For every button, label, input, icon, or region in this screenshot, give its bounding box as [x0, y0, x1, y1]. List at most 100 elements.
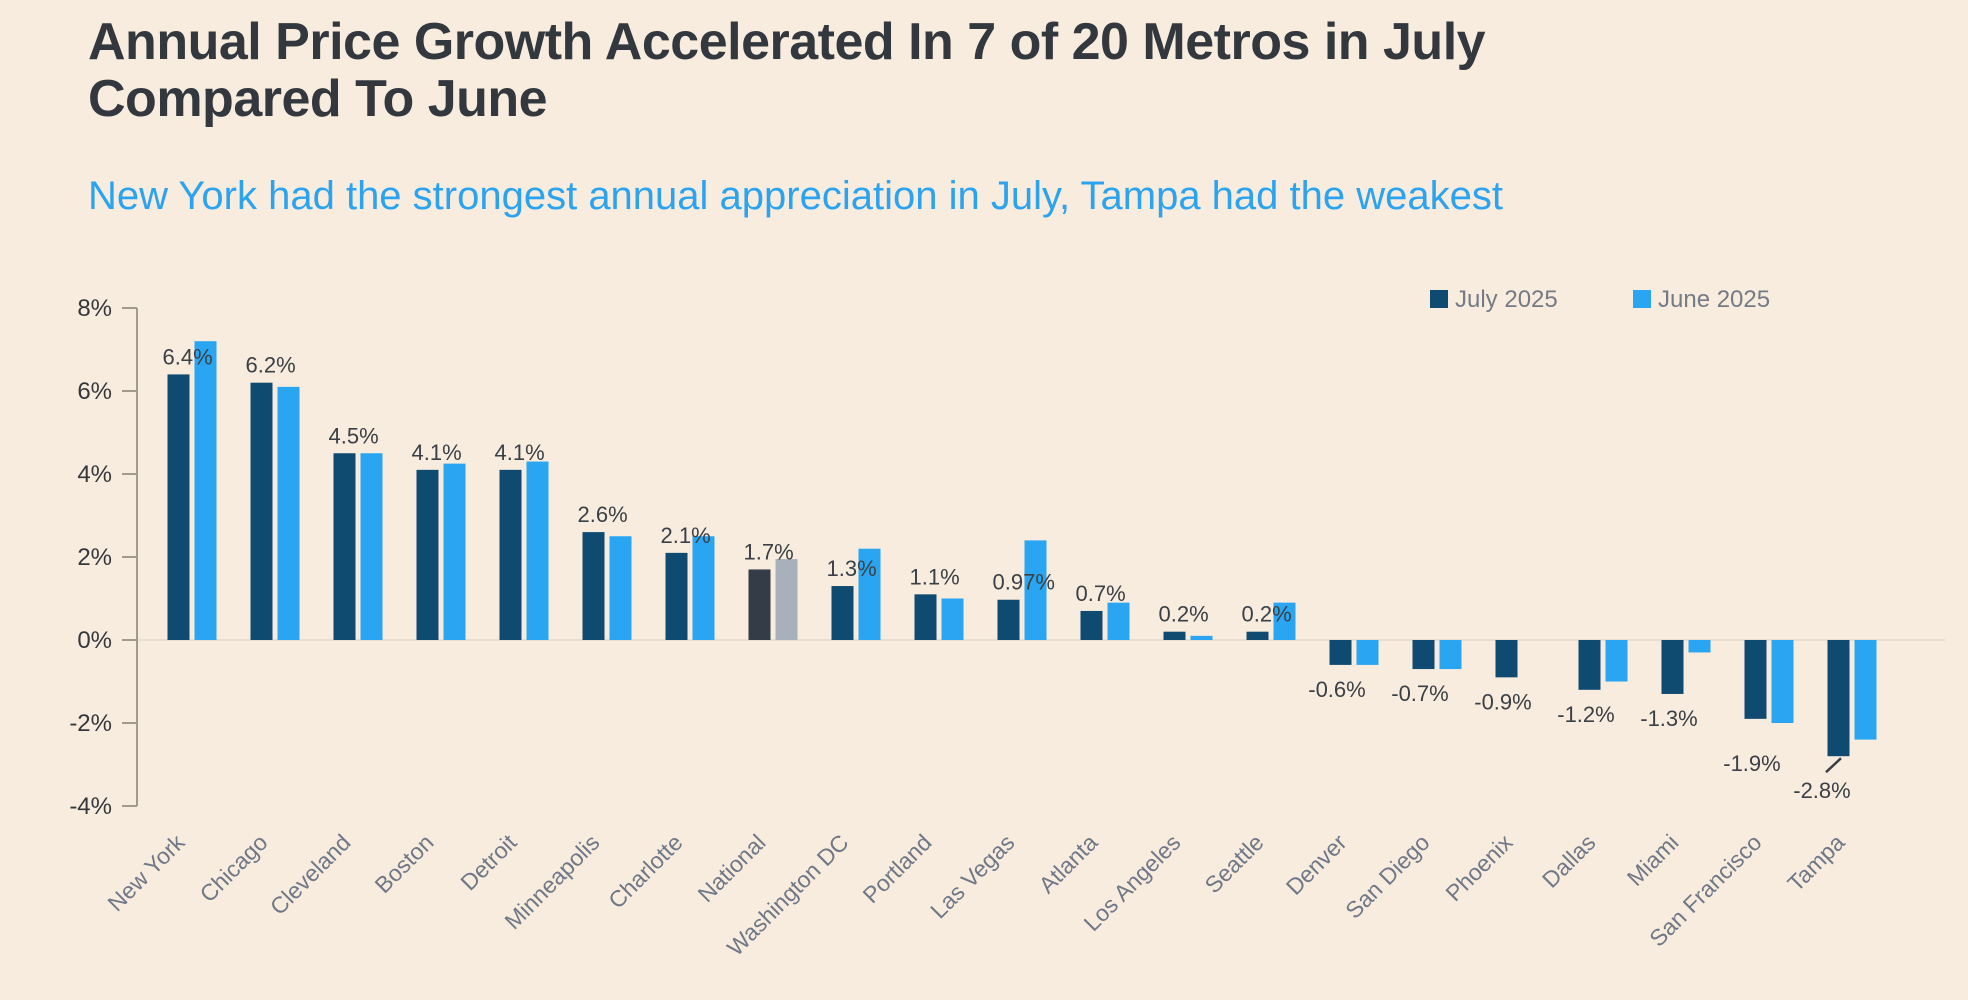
- y-axis: 8% 6% 4% 2% 0% -2% -4%: [69, 295, 138, 820]
- bar-june-tampa: [1854, 640, 1877, 740]
- bar-june-san-francisco: [1771, 640, 1794, 723]
- legend-swatch-june-2025: [1633, 290, 1651, 308]
- bar-june-portland: [941, 598, 964, 640]
- value-label-san-diego: -0.7%: [1391, 681, 1448, 706]
- bar-june-boston: [443, 463, 466, 640]
- bar-june-miami: [1688, 640, 1711, 653]
- value-label-los-angeles: 0.2%: [1159, 602, 1209, 627]
- bar-july-minneapolis: [582, 532, 605, 640]
- bar-july-dallas: [1578, 640, 1601, 690]
- bar-july-san-diego: [1412, 640, 1435, 670]
- x-label-charlotte: Charlotte: [603, 829, 687, 913]
- x-label-dallas: Dallas: [1537, 829, 1601, 893]
- bar-july-cleveland: [333, 453, 356, 640]
- value-label-seattle: 0.2%: [1242, 602, 1292, 627]
- x-label-san-diego: San Diego: [1340, 829, 1434, 923]
- x-label-atlanta: Atlanta: [1034, 829, 1103, 898]
- value-label-new-york: 6.4%: [163, 344, 213, 369]
- y-tick-label: 8%: [77, 295, 112, 322]
- bar-july-national: [748, 569, 771, 640]
- value-label-minneapolis: 2.6%: [578, 502, 628, 527]
- bar-july-charlotte: [665, 552, 688, 640]
- bar-july-new-york: [167, 374, 190, 640]
- value-label-chicago: 6.2%: [246, 353, 296, 378]
- bar-july-atlanta: [1080, 610, 1103, 640]
- value-label-portland: 1.1%: [910, 564, 960, 589]
- x-label-boston: Boston: [370, 829, 439, 898]
- bar-july-tampa: [1827, 640, 1850, 757]
- chart-title-line-2: Compared To June: [88, 70, 548, 128]
- x-label-denver: Denver: [1281, 829, 1352, 900]
- bar-july-detroit: [499, 469, 522, 640]
- bar-june-new-york: [194, 341, 217, 640]
- bar-july-chicago: [250, 382, 273, 640]
- legend: July 2025 June 2025: [1430, 286, 1770, 313]
- bar-june-atlanta: [1107, 602, 1130, 640]
- chart-subtitle: New York had the strongest annual apprec…: [88, 174, 1503, 218]
- x-label-phoenix: Phoenix: [1440, 829, 1518, 907]
- bar-july-portland: [914, 594, 937, 640]
- bar-june-minneapolis: [609, 536, 632, 640]
- y-tick-label: 4%: [77, 461, 112, 488]
- bar-july-boston: [416, 469, 439, 640]
- x-label-tampa: Tampa: [1782, 829, 1849, 896]
- chart-title-line-1: Annual Price Growth Accelerated In 7 of …: [88, 13, 1486, 71]
- x-label-national: National: [692, 829, 770, 907]
- x-label-cleveland: Cleveland: [265, 829, 356, 920]
- value-label-atlanta: 0.7%: [1076, 581, 1126, 606]
- value-label-boston: 4.1%: [412, 440, 462, 465]
- value-label-miami: -1.3%: [1640, 706, 1697, 731]
- bar-june-washington-dc: [858, 548, 881, 640]
- bar-july-los-angeles: [1163, 631, 1186, 640]
- x-label-portland: Portland: [858, 829, 937, 908]
- x-label-chicago: Chicago: [194, 829, 272, 907]
- bar-june-los-angeles: [1190, 635, 1213, 640]
- bar-june-chicago: [277, 386, 300, 640]
- legend-item-june-2025: June 2025: [1633, 286, 1770, 313]
- bar-july-san-francisco: [1744, 640, 1767, 719]
- x-label-seattle: Seattle: [1200, 829, 1269, 898]
- bar-june-detroit: [526, 461, 549, 640]
- bar-july-phoenix: [1495, 640, 1518, 678]
- legend-item-july-2025: July 2025: [1430, 286, 1558, 313]
- bar-june-denver: [1356, 640, 1379, 665]
- bar-june-dallas: [1605, 640, 1628, 682]
- y-tick-label: 2%: [77, 544, 112, 571]
- x-label-new-york: New York: [102, 829, 189, 916]
- value-labels: 6.4% 6.2% 4.5% 4.1% 4.1% 2.6% 2.1% 1.7% 1.3% 1.1%…: [163, 344, 1851, 803]
- value-label-cleveland: 4.5%: [329, 423, 379, 448]
- legend-label-july-2025: July 2025: [1455, 286, 1558, 313]
- x-label-detroit: Detroit: [455, 829, 522, 896]
- legend-swatch-july-2025: [1430, 290, 1448, 308]
- value-label-tampa: -2.8%: [1793, 778, 1850, 803]
- bar-july-las-vegas: [997, 599, 1020, 640]
- value-label-denver: -0.6%: [1308, 677, 1365, 702]
- bar-june-cleveland: [360, 453, 383, 640]
- value-label-national: 1.7%: [744, 539, 794, 564]
- value-label-phoenix: -0.9%: [1474, 689, 1531, 714]
- bar-june-seattle: [1273, 602, 1296, 640]
- bar-july-washington-dc: [831, 586, 854, 640]
- y-tick-label: 6%: [77, 378, 112, 405]
- chart-title: Annual Price Growth Accelerated In 7 of …: [88, 13, 1486, 128]
- y-tick-label: -4%: [69, 793, 112, 820]
- legend-label-june-2025: June 2025: [1658, 286, 1770, 313]
- bar-june-national: [775, 559, 798, 640]
- bar-july-seattle: [1246, 631, 1269, 640]
- value-label-detroit: 4.1%: [495, 440, 545, 465]
- callout-line-tampa: [1825, 757, 1842, 774]
- value-label-las-vegas: 0.97%: [993, 570, 1055, 595]
- y-tick-label: 0%: [77, 627, 112, 654]
- bar-july-miami: [1661, 640, 1684, 694]
- bar-june-san-diego: [1439, 640, 1462, 670]
- value-label-washington-dc: 1.3%: [827, 556, 877, 581]
- x-label-las-vegas: Las Vegas: [925, 829, 1019, 923]
- value-label-san-francisco: -1.9%: [1723, 751, 1780, 776]
- value-label-charlotte: 2.1%: [661, 523, 711, 548]
- value-label-dallas: -1.2%: [1557, 702, 1614, 727]
- y-tick-label: -2%: [69, 710, 112, 737]
- bars: [167, 341, 1877, 757]
